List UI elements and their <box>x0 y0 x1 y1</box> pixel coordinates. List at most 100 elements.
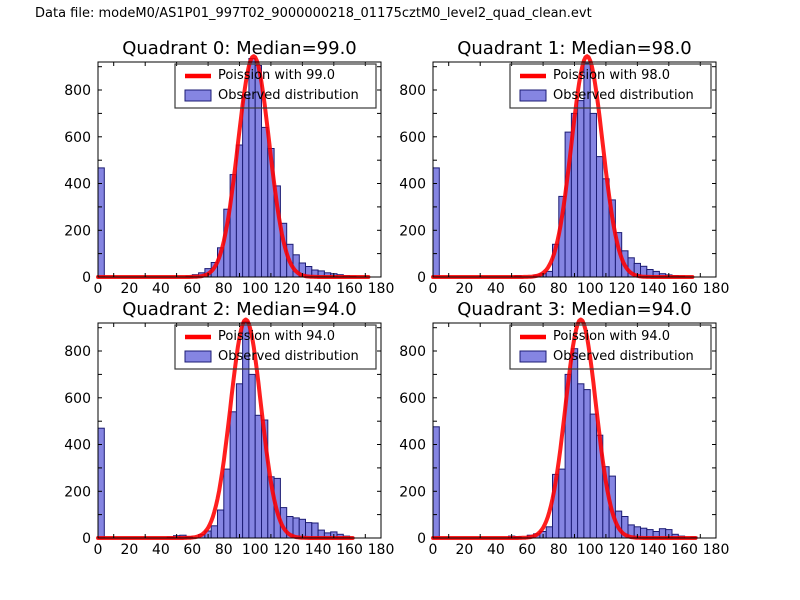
x-tick-label: 80 <box>550 281 568 297</box>
legend-patch-sample <box>184 89 212 102</box>
x-tick-label: 0 <box>94 542 103 558</box>
x-tick-label: 80 <box>215 281 233 297</box>
x-tick-label: 60 <box>518 542 536 558</box>
histogram-bar <box>223 468 231 539</box>
legend-box <box>174 324 377 370</box>
y-tick-label: 600 <box>399 391 426 407</box>
quadrant-3-plot: 0 20 40 60 80 100 120 140 160 180 0 200 400 600 800 <box>399 317 730 558</box>
histogram-bar <box>229 411 237 539</box>
legend-patch-label-q0: Observed distribution <box>218 88 359 103</box>
y-ticks <box>433 327 716 539</box>
legend-patch-label-q3: Observed distribution <box>553 349 694 364</box>
x-tick-label: 80 <box>550 542 568 558</box>
quadrant-0-title: Quadrant 0: Median=99.0 <box>122 38 357 59</box>
histogram-bar <box>589 413 598 539</box>
y-tick-label: 800 <box>399 83 426 99</box>
legend-patch-sample <box>519 350 547 363</box>
y-tick-label: 0 <box>417 270 426 286</box>
x-tick-labels: 0 20 40 60 80 100 120 140 160 180 <box>429 281 730 297</box>
legend-patch-sample <box>519 89 547 102</box>
histogram-bar <box>235 383 244 539</box>
x-tick-label: 140 <box>305 542 332 558</box>
histogram-bar <box>432 426 440 539</box>
legend-patch-label-q1: Observed distribution <box>553 88 694 103</box>
histogram-bar <box>583 389 591 539</box>
x-tick-label: 40 <box>152 542 170 558</box>
y-tick-labels: 0 200 400 600 800 <box>64 344 91 547</box>
y-tick-label: 400 <box>64 177 91 193</box>
histogram-bar <box>210 525 218 539</box>
histogram-bar <box>305 522 313 539</box>
x-tick-label: 120 <box>273 542 300 558</box>
x-tick-labels: 0 20 40 60 80 100 120 140 160 180 <box>429 542 730 558</box>
histogram-bar <box>545 526 554 539</box>
x-tick-label: 120 <box>608 542 635 558</box>
quadrant-2-title: Quadrant 2: Median=94.0 <box>122 299 357 320</box>
x-tick-label: 140 <box>305 281 332 297</box>
legend-line-label-q0: Poission with 99.0 <box>218 68 336 83</box>
y-tick-label: 200 <box>64 484 91 500</box>
y-ticks <box>98 66 381 278</box>
y-tick-label: 200 <box>64 223 91 239</box>
x-tick-label: 160 <box>336 281 363 297</box>
x-tick-label: 40 <box>487 281 505 297</box>
x-tick-label: 80 <box>215 542 233 558</box>
x-tick-label: 100 <box>577 542 604 558</box>
histogram-bar <box>570 348 579 539</box>
y-tick-label: 200 <box>399 484 426 500</box>
x-tick-label: 40 <box>487 542 505 558</box>
histogram-bar <box>217 509 225 539</box>
y-tick-label: 800 <box>399 344 426 360</box>
legend-box <box>509 63 712 109</box>
y-ticks <box>98 327 381 539</box>
x-tick-label: 140 <box>640 281 667 297</box>
quadrant-3-title: Quadrant 3: Median=94.0 <box>457 299 692 320</box>
legend-frame <box>509 324 712 370</box>
x-tick-label: 180 <box>368 542 395 558</box>
histogram-bar <box>558 468 566 539</box>
histogram-bar <box>596 156 604 278</box>
x-tick-label: 100 <box>242 542 269 558</box>
y-tick-label: 600 <box>399 130 426 146</box>
quadrant-0-plot: 0 20 40 60 80 100 120 140 160 180 0 200 400 600 800 <box>64 54 395 297</box>
x-tick-label: 160 <box>671 542 698 558</box>
histogram-bar <box>589 112 598 278</box>
histogram-bar <box>545 270 554 278</box>
histogram-bar <box>432 167 440 278</box>
x-tick-label: 60 <box>183 281 201 297</box>
histogram-bar <box>261 126 269 278</box>
histogram-bar <box>311 522 319 539</box>
figure-title: Data file: modeM0/AS1P01_997T02_90000002… <box>35 6 592 21</box>
histogram-bar <box>242 94 250 278</box>
histogram-bar <box>254 414 262 539</box>
x-tick-label: 180 <box>368 281 395 297</box>
x-tick-labels: 0 20 40 60 80 100 120 140 160 180 <box>94 281 395 297</box>
x-tick-label: 120 <box>608 281 635 297</box>
y-tick-label: 800 <box>64 83 91 99</box>
y-tick-label: 0 <box>417 531 426 547</box>
legend-frame <box>509 63 712 109</box>
y-tick-label: 400 <box>399 177 426 193</box>
x-tick-label: 180 <box>703 542 730 558</box>
x-tick-label: 20 <box>120 542 138 558</box>
y-tick-labels: 0 200 400 600 800 <box>399 83 426 286</box>
legend-patch-label-q2: Observed distribution <box>218 349 359 364</box>
y-tick-label: 0 <box>82 270 91 286</box>
legend-frame <box>174 63 377 109</box>
y-tick-label: 600 <box>64 130 91 146</box>
legend-line-label-q3: Poission with 94.0 <box>553 329 671 344</box>
legend-frame <box>174 324 377 370</box>
quadrant-1-title: Quadrant 1: Median=98.0 <box>457 38 692 59</box>
x-tick-label: 60 <box>183 542 201 558</box>
x-tick-label: 180 <box>703 281 730 297</box>
histogram-bar <box>577 100 585 278</box>
x-tick-label: 100 <box>242 281 269 297</box>
y-tick-label: 800 <box>64 344 91 360</box>
x-tick-label: 160 <box>336 542 363 558</box>
x-tick-label: 20 <box>120 281 138 297</box>
quadrant-1-plot: 0 20 40 60 80 100 120 140 160 180 0 200 400 600 800 <box>399 54 730 297</box>
y-tick-label: 200 <box>399 223 426 239</box>
legend-line-label-q2: Poission with 94.0 <box>218 329 336 344</box>
quadrant-2-plot: 0 20 40 60 80 100 120 140 160 180 0 200 400 600 800 <box>64 317 395 558</box>
